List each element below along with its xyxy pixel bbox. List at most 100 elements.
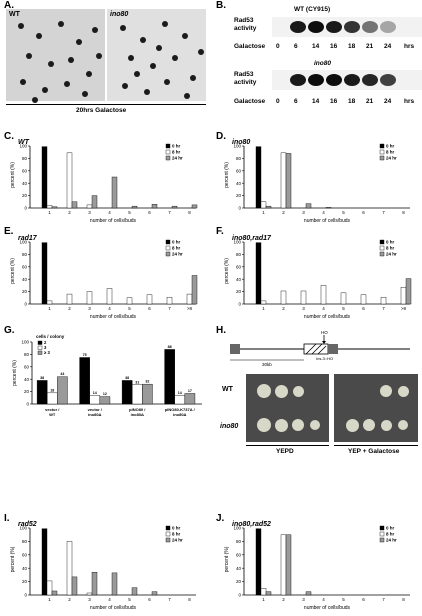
yepd-label: YEPD	[276, 448, 294, 455]
x-tick-label: 4	[322, 306, 325, 311]
data-label: 32	[145, 380, 149, 384]
legend-title: cells / colony	[36, 334, 65, 339]
y-tick-label: 60	[236, 552, 242, 557]
y-tick-label: 60	[236, 264, 242, 269]
legend-label: 8 hr	[172, 532, 181, 537]
panel-label-h: H.	[216, 325, 226, 336]
y-tick-label: 100	[21, 340, 29, 345]
bar	[400, 287, 407, 305]
spot	[363, 419, 375, 431]
spot	[257, 384, 271, 398]
y-axis-label: percent (%)	[224, 258, 230, 284]
bar	[126, 297, 133, 305]
data-label: 18	[50, 388, 54, 392]
legend-swatch	[165, 251, 171, 257]
x-tick-label: 4	[322, 597, 325, 602]
colony	[42, 87, 48, 93]
bar	[265, 205, 272, 209]
micrograph-caption: 20hrs Galactose	[76, 107, 127, 114]
x-tick-label: 7	[168, 210, 171, 215]
y-tick-label: 60	[22, 168, 28, 173]
x-tick-label: 1	[48, 597, 51, 602]
y-tick-label: 60	[22, 552, 28, 557]
bar	[260, 300, 267, 305]
bar	[86, 592, 93, 596]
bar	[280, 290, 287, 305]
x-tick-label: >8	[187, 306, 193, 311]
bar	[106, 288, 113, 305]
x-tick-label: 1	[262, 306, 265, 311]
bar	[111, 176, 118, 209]
colony	[182, 33, 188, 39]
timepoint-row-top: 0 6 14 16 18 21 24 hrs	[272, 43, 422, 51]
bar	[166, 296, 173, 305]
colony	[156, 45, 162, 51]
colony	[162, 21, 168, 27]
x-axis-label: number of cells/buds	[304, 218, 351, 224]
plate-underline-right	[334, 445, 418, 446]
x-tick-label: 2	[282, 597, 285, 602]
colony	[92, 27, 98, 33]
legend-label: 3	[44, 345, 47, 350]
yepd-plate	[246, 374, 329, 442]
bar	[121, 380, 133, 405]
ino80-micrograph-label: ino80	[110, 11, 129, 18]
timepoint-row-bottom: 0 6 14 16 18 21 24 hrs	[272, 98, 422, 106]
colony	[32, 97, 38, 103]
bar	[265, 591, 272, 596]
galactose-label-top: Galactose	[234, 43, 266, 50]
bar	[164, 349, 175, 405]
y-tick-label: 20	[236, 193, 242, 198]
data-label: 75	[83, 353, 87, 357]
y-axis-label: percent (%)	[224, 162, 230, 188]
ino80-plate-label: ino80	[220, 423, 239, 430]
chart-title: rad17	[18, 235, 38, 242]
x-tick-label: 5	[128, 306, 131, 311]
y-tick-label: 80	[22, 539, 28, 544]
plate-panel: HO 30kb Ins-3::HO WT ino80 YEPD YEP + Ga…	[220, 330, 420, 508]
y-axis-label: percent (%)	[12, 360, 18, 386]
x-axis-label: number of cells/buds	[90, 314, 137, 320]
legend-label: 24 hr	[386, 156, 397, 161]
x-tick-label: 7	[168, 597, 171, 602]
wt-plate-label: WT	[222, 386, 233, 393]
western-band	[344, 74, 360, 86]
legend-label: 8 hr	[386, 532, 395, 537]
x-tick-label: pINO80 /	[129, 407, 146, 412]
x-tick-label: 4	[108, 597, 111, 602]
ino80-blot-title: ino80	[314, 60, 331, 67]
colony	[190, 75, 196, 81]
chart-title: ino80	[232, 139, 250, 146]
colony	[96, 53, 102, 59]
y-tick-label: 80	[24, 352, 30, 357]
legend-swatch	[165, 245, 171, 251]
x-tick-label: >8	[401, 306, 407, 311]
bar	[89, 395, 101, 405]
data-label: 14	[93, 391, 97, 395]
spot	[292, 385, 304, 397]
locus-diagram: HO 30kb Ins-3::HO	[230, 330, 410, 367]
x-tick-label: 5	[342, 597, 345, 602]
rad53-label-top-2: activity	[234, 25, 257, 32]
colony	[164, 79, 170, 85]
ino80-blot	[272, 70, 422, 90]
colony	[134, 71, 140, 77]
spot	[274, 418, 288, 432]
legend-swatch	[165, 155, 171, 161]
chart-d: ino80 0 20 40 60 80 100 percent (%) 1 2 3 4 5 6 7 8 numb…	[224, 139, 410, 224]
x-tick-label: 3	[88, 306, 91, 311]
bar	[280, 152, 287, 209]
y-tick-label: 0	[26, 402, 29, 407]
x-tick-label: 3	[302, 306, 305, 311]
western-band	[380, 74, 396, 86]
timepoint-label: 0	[276, 43, 280, 50]
bar	[51, 590, 58, 596]
legend-swatch	[379, 245, 385, 251]
chart-c: WT 0 20 40 60 80 100 percent (%) 1 2 3 4 5 6 7 8 number …	[10, 139, 198, 224]
colony	[122, 83, 128, 89]
bar	[86, 204, 93, 209]
y-tick-label: 100	[233, 240, 241, 245]
legend-label: 0 hr	[386, 240, 395, 245]
legend-swatch	[165, 525, 171, 531]
x-tick-label: 4	[322, 210, 325, 215]
